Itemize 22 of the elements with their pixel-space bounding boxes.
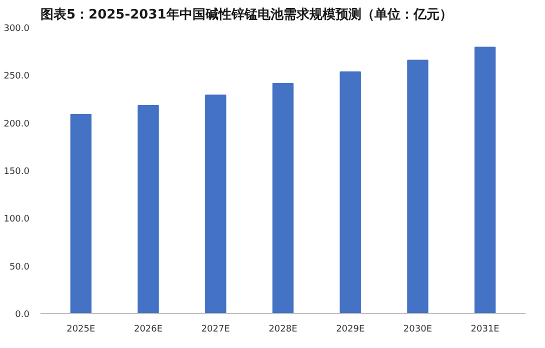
y-tick-label: 150.0 — [4, 167, 30, 177]
bar — [474, 46, 496, 314]
x-tick-label: 2027E — [201, 324, 230, 334]
y-tick-label: 250.0 — [4, 72, 30, 82]
bar — [407, 60, 428, 314]
y-tick-label: 50.0 — [9, 262, 30, 272]
bar — [70, 114, 92, 314]
y-tick-label: 100.0 — [4, 214, 30, 225]
bar — [340, 71, 361, 314]
x-tick-label: 2026E — [134, 324, 163, 334]
bar — [272, 83, 294, 314]
bar — [138, 104, 159, 314]
bar — [205, 94, 226, 314]
x-tick-label: 2031E — [470, 324, 500, 334]
x-tick-label: 2030E — [403, 324, 432, 334]
x-tick-label: 2028E — [268, 324, 298, 334]
x-tick-label: 2029E — [336, 324, 365, 334]
y-tick-label: 200.0 — [4, 119, 30, 130]
x-tick-label: 2025E — [66, 324, 96, 334]
chart-title: 图表5：2025-2031年中国碱性锌锰电池需求规模预测（单位：亿元） — [40, 6, 452, 22]
y-tick-label: 0.0 — [15, 310, 30, 320]
y-tick-label: 300.0 — [4, 24, 30, 34]
